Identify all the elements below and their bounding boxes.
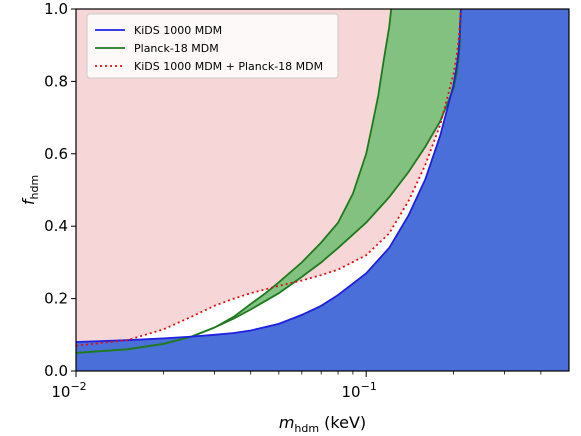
x-tick-label: 10−1: [342, 380, 377, 401]
y-tick-label: 0.2: [44, 290, 68, 308]
y-tick-label: 0.8: [44, 72, 68, 90]
legend-entry-planck: Planck-18 MDM: [95, 42, 219, 55]
series-lines: [75, 8, 462, 354]
x-axis-label: mhdm (keV): [279, 413, 366, 435]
x-axis-label-text: mhdm (keV): [279, 413, 366, 435]
fill-regions: [76, 9, 569, 371]
y-axis-label-text: fhdm: [19, 175, 41, 205]
y-axis-label: fhdm: [19, 175, 41, 205]
legend-label: KiDS 1000 MDM: [134, 24, 222, 37]
x-tick-label: 10−2: [51, 380, 86, 401]
planck-fill-region: [76, 9, 461, 353]
kids-line: [75, 8, 462, 343]
y-tick-label: 0.0: [44, 362, 68, 380]
legend-label: Planck-18 MDM: [134, 42, 219, 55]
y-tick-label: 0.4: [44, 217, 68, 235]
axis-ticks: 0.0 0.2 0.4 0.6 0.8 1.0 10−2 10−1: [44, 0, 542, 401]
legend-entry-combined: KiDS 1000 MDM + Planck-18 MDM: [95, 60, 323, 73]
legend: KiDS 1000 MDM Planck-18 MDM KiDS 1000 MDM …: [86, 13, 339, 79]
y-tick-label: 1.0: [44, 0, 68, 18]
plot-frame: [75, 8, 570, 372]
legend-box: [86, 13, 339, 79]
y-tick-label: 0.6: [44, 145, 68, 163]
kids-fill-region: [76, 9, 569, 371]
legend-label: KiDS 1000 MDM + Planck-18 MDM: [134, 60, 323, 73]
legend-entry-kids: KiDS 1000 MDM: [95, 24, 222, 37]
combined-fill-region: [76, 9, 461, 346]
